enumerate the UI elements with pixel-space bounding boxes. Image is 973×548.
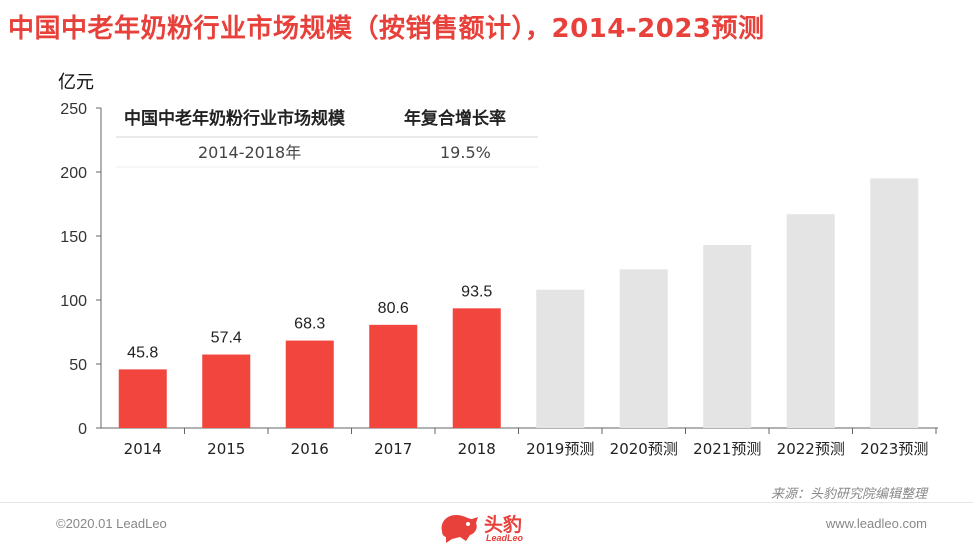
bar-actual	[202, 354, 251, 428]
bar-data-label: 57.4	[211, 330, 242, 347]
bar-actual	[118, 369, 167, 428]
bar-data-label: 45.8	[127, 344, 158, 361]
y-tick-label: 100	[60, 293, 87, 310]
y-tick-label: 50	[69, 357, 87, 374]
bar-actual	[369, 324, 418, 428]
bar-forecast	[536, 289, 585, 428]
leopard-icon	[441, 515, 478, 543]
logo-text: 头豹	[484, 514, 523, 536]
source-note: 来源：头豹研究院编辑整理	[770, 487, 927, 502]
copyright-text: ©2020.01 LeadLeo	[56, 516, 167, 531]
y-tick-label: 150	[60, 229, 87, 246]
bar-actual	[452, 308, 501, 428]
leadleo-logo: 头豹 LeadLeo	[438, 508, 538, 546]
inset-cagr-table: 中国中老年奶粉行业市场规模 年复合增长率 2014-2018年 19.5%	[116, 108, 538, 168]
y-tick-label: 250	[60, 101, 87, 118]
chart-title: 中国中老年奶粉行业市场规模（按销售额计），2014-2023预测	[8, 14, 765, 44]
bar-data-label: 93.5	[461, 283, 492, 300]
x-tick-label: 2014	[124, 440, 162, 458]
bar-forecast	[786, 214, 835, 428]
website-text: www.leadleo.com	[825, 516, 927, 531]
x-tick-label: 2019预测	[526, 440, 594, 458]
y-tick-label: 0	[78, 421, 87, 438]
chart-data-labels: 45.8 57.4 68.3 80.6 93.5	[127, 283, 492, 361]
x-tick-label: 2017	[374, 440, 412, 458]
table-cell-period: 2014-2018年	[198, 143, 301, 162]
bar-forecast	[870, 178, 919, 428]
bar-data-label: 80.6	[378, 300, 409, 317]
bar-forecast	[703, 244, 752, 428]
x-tick-label: 2022预测	[777, 440, 845, 458]
x-tick-label: 2020预测	[610, 440, 678, 458]
x-tick-label: 2018	[458, 440, 496, 458]
y-axis-unit: 亿元	[58, 72, 94, 93]
table-cell-cagr: 19.5%	[440, 143, 491, 162]
chart-axes: 0 50 100 150 200 250 2014 2015 2016 2017 2018 2019预…	[60, 101, 938, 458]
logo-subtext: LeadLeo	[486, 533, 524, 543]
bar-data-label: 68.3	[294, 316, 325, 333]
y-tick-label: 200	[60, 165, 87, 182]
footer-divider	[0, 502, 973, 503]
x-tick-label: 2015	[207, 440, 245, 458]
x-tick-label: 2021预测	[693, 440, 761, 458]
bar-actual	[285, 340, 334, 428]
table-header-cagr: 年复合增长率	[404, 108, 506, 129]
chart-bars	[118, 178, 919, 428]
x-tick-label: 2023预测	[860, 440, 928, 458]
bar-forecast	[619, 269, 668, 428]
x-tick-label: 2016	[291, 440, 329, 458]
table-header-market-size: 中国中老年奶粉行业市场规模	[124, 108, 346, 129]
